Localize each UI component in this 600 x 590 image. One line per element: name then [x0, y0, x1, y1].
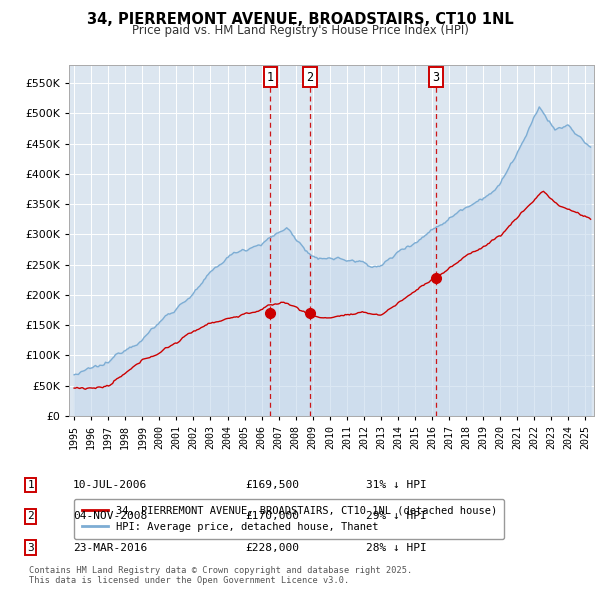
Text: 1: 1 [267, 71, 274, 84]
Text: 04-NOV-2008: 04-NOV-2008 [73, 512, 148, 521]
Text: 2: 2 [307, 71, 314, 84]
Text: 10-JUL-2006: 10-JUL-2006 [73, 480, 148, 490]
Text: 1: 1 [27, 480, 34, 490]
Text: £228,000: £228,000 [245, 543, 299, 552]
Text: Price paid vs. HM Land Registry's House Price Index (HPI): Price paid vs. HM Land Registry's House … [131, 24, 469, 37]
Text: 29% ↓ HPI: 29% ↓ HPI [366, 512, 427, 521]
Text: 2: 2 [27, 512, 34, 521]
Text: 3: 3 [432, 71, 439, 84]
Text: Contains HM Land Registry data © Crown copyright and database right 2025.
This d: Contains HM Land Registry data © Crown c… [29, 566, 412, 585]
Text: £169,500: £169,500 [245, 480, 299, 490]
Text: 3: 3 [27, 543, 34, 552]
Text: 31% ↓ HPI: 31% ↓ HPI [366, 480, 427, 490]
Text: 28% ↓ HPI: 28% ↓ HPI [366, 543, 427, 552]
Text: £170,000: £170,000 [245, 512, 299, 521]
Text: 23-MAR-2016: 23-MAR-2016 [73, 543, 148, 552]
Legend: 34, PIERREMONT AVENUE, BROADSTAIRS, CT10 1NL (detached house), HPI: Average pric: 34, PIERREMONT AVENUE, BROADSTAIRS, CT10… [74, 499, 505, 539]
Text: 34, PIERREMONT AVENUE, BROADSTAIRS, CT10 1NL: 34, PIERREMONT AVENUE, BROADSTAIRS, CT10… [86, 12, 514, 27]
